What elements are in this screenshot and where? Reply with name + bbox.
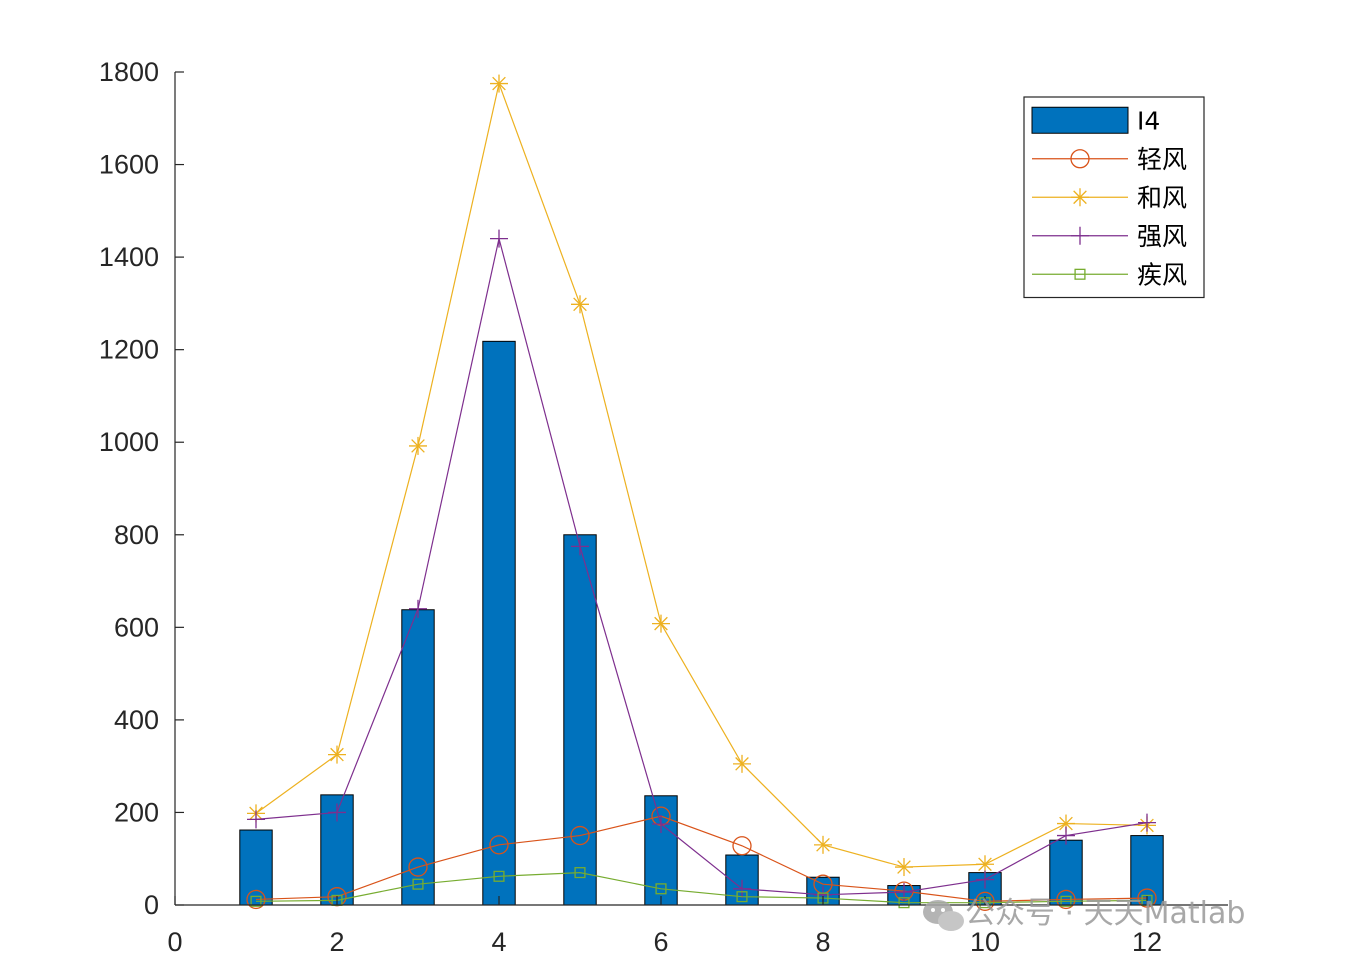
series-line-3 [255,872,1148,904]
point-0-12 [1137,888,1157,908]
point-2-2 [328,803,346,822]
point-2-5 [571,537,589,556]
watermark: 公众号 · 天天Matlab [923,896,1245,931]
x-tick-label-10: 10 [970,927,1000,957]
y-tick-label-200: 200 [114,797,159,827]
legend-marker-1 [1071,188,1089,207]
point-0-5 [570,825,590,846]
y-tick-label-1200: 1200 [99,335,159,365]
legend-marker-0 [1070,149,1090,169]
point-3-1 [250,895,262,907]
point-2-1 [247,810,265,829]
point-2-4 [490,229,508,248]
bar-3 [401,609,435,906]
line-series-2 [247,229,1156,904]
point-3-4 [493,870,505,882]
point-3-5 [574,867,586,879]
point-1-4 [490,74,508,93]
point-3-6 [655,883,667,895]
point-1-9 [895,858,913,877]
bar-12 [1130,835,1164,906]
point-2-11 [1057,826,1075,845]
wechat-icon [923,900,964,931]
bar-5 [563,534,597,906]
point-2-12 [1138,813,1156,832]
point-0-7 [732,836,752,856]
series-line-1 [255,81,1148,868]
y-tick-label-1800: 1800 [99,57,159,87]
bar-4 [482,340,516,906]
point-1-6 [652,614,670,633]
point-1-5 [571,295,589,314]
x-tick-label-2: 2 [329,927,344,957]
x-tick-label-4: 4 [491,927,506,957]
legend-label-3: 疾风 [1137,260,1187,289]
y-tick-label-400: 400 [114,705,159,735]
y-tick-label-1600: 1600 [99,150,159,180]
point-0-4 [489,835,509,855]
point-2-7 [733,879,751,898]
series-line-0 [255,815,1148,902]
y-tick-label-0: 0 [144,890,159,920]
legend-label-1: 和风 [1137,183,1187,212]
line-series-1 [247,74,1156,877]
axes: 0 200 400 600 800 1000 1200 1400 1600 1800 0 2 4 6 8 10… [99,57,1228,957]
bar-series [239,340,1164,906]
point-0-11 [1056,889,1076,910]
point-0-3 [408,857,428,877]
point-1-10 [976,855,994,874]
point-0-10 [975,891,995,911]
y-tick-label-600: 600 [114,612,159,642]
point-2-3 [409,599,427,618]
line-series-group [246,74,1157,911]
legend-label-bar: I4 [1137,106,1160,135]
point-0-1 [246,889,266,910]
point-2-6 [652,815,670,834]
x-tick-label-12: 12 [1132,927,1162,957]
y-tick-label-1400: 1400 [99,242,159,272]
y-tick-label-800: 800 [114,520,159,550]
x-tick-label-6: 6 [653,927,668,957]
line-series-0 [246,806,1157,911]
series-line-2 [255,238,1148,896]
point-2-10 [976,870,994,889]
point-1-8 [814,835,832,854]
legend-label-2: 强风 [1137,222,1187,251]
line-series-3 [250,867,1153,909]
point-1-2 [328,745,346,764]
point-1-11 [1057,814,1075,833]
point-3-11 [1060,895,1072,907]
bar-1 [239,829,273,906]
legend-marker-2 [1071,226,1089,245]
legend-label-0: 轻风 [1137,145,1187,174]
legend-marker-3 [1074,268,1086,280]
watermark-text: 公众号 · 天天Matlab [965,896,1245,931]
point-1-7 [733,754,751,773]
x-tick-label-8: 8 [815,927,830,957]
point-3-3 [412,878,424,890]
y-tick-label-1000: 1000 [99,427,159,457]
point-3-7 [736,891,748,903]
point-1-3 [409,436,427,455]
point-3-9 [898,897,910,909]
legend-swatch-bar [1031,106,1129,134]
x-tick-label-0: 0 [167,927,182,957]
